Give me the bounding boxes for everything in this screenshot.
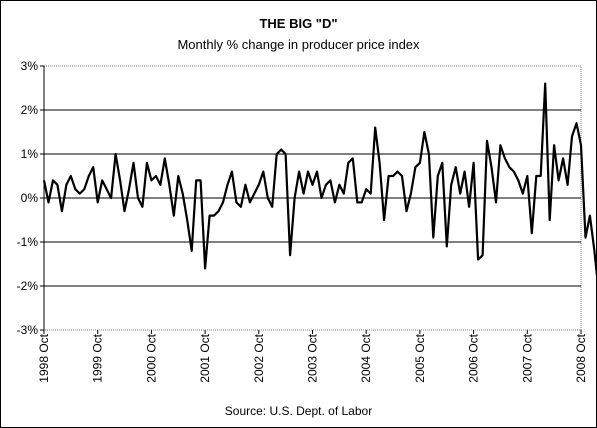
chart-title: THE BIG "D" bbox=[259, 16, 338, 31]
x-tick-label: 2000 Oct bbox=[144, 333, 158, 382]
y-tick-label: -3% bbox=[17, 323, 39, 337]
chart-source: Source: U.S. Dept. of Labor bbox=[224, 404, 373, 418]
y-tick-label: 1% bbox=[21, 147, 39, 161]
y-tick-label: 2% bbox=[21, 103, 39, 117]
x-tick-label: 2002 Oct bbox=[252, 333, 266, 382]
x-tick-label: 2001 Oct bbox=[198, 333, 212, 382]
x-tick-label: 2004 Oct bbox=[359, 333, 373, 382]
series-line bbox=[42, 82, 597, 288]
y-tick-label: -2% bbox=[17, 279, 39, 293]
y-tick-label: 3% bbox=[21, 59, 39, 73]
x-tick-label: 2003 Oct bbox=[306, 333, 320, 382]
x-tick-label: 2006 Oct bbox=[467, 333, 481, 382]
x-tick-label: 2008 Oct bbox=[574, 333, 588, 382]
x-tick-label: 1998 Oct bbox=[37, 333, 51, 382]
x-tick-label: 2007 Oct bbox=[520, 333, 534, 382]
x-tick-label: 2005 Oct bbox=[413, 333, 427, 382]
y-tick-label: -1% bbox=[17, 235, 39, 249]
x-tick-label: 1999 Oct bbox=[91, 333, 105, 382]
y-tick-label: 0% bbox=[21, 191, 39, 205]
chart-subtitle: Monthly % change in producer price index bbox=[177, 37, 420, 52]
